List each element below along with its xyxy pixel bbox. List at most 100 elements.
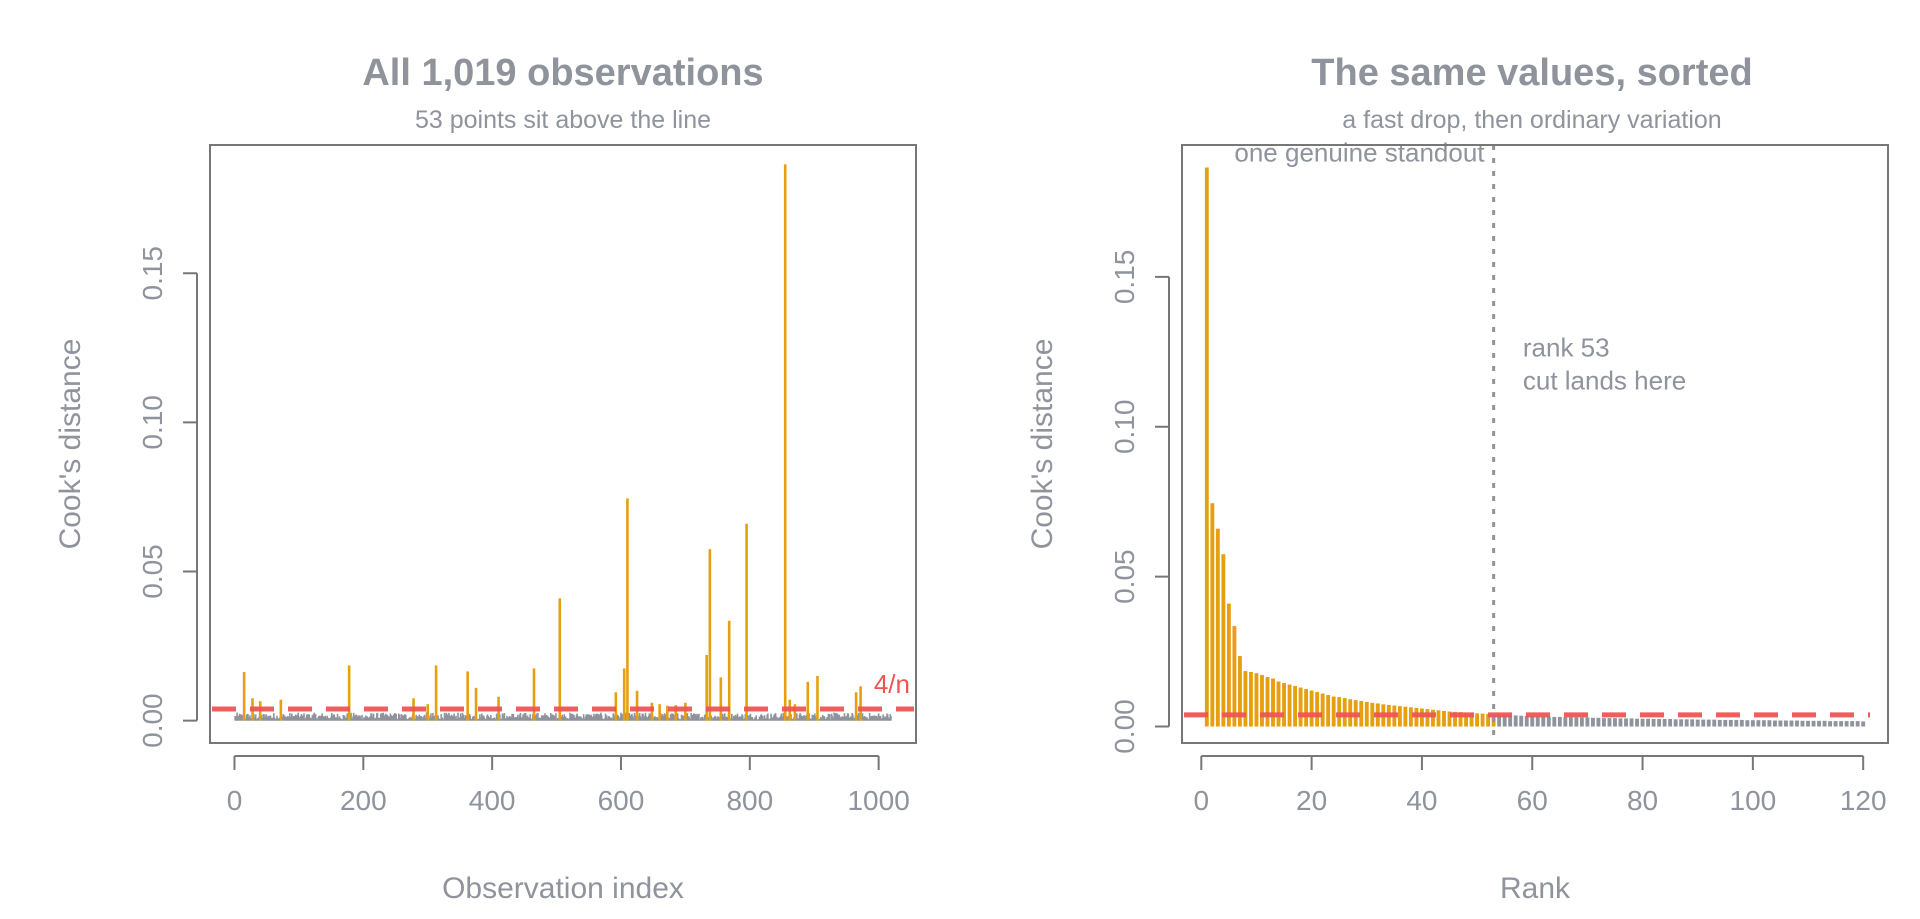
sorted-bar <box>1475 713 1480 727</box>
sorted-bar <box>1364 701 1369 727</box>
annotation-text: rank 53 <box>1523 332 1610 362</box>
sorted-bar <box>1822 720 1827 727</box>
panel-all-observations: All 1,019 observations 53 points sit abo… <box>54 52 917 905</box>
y-tick-label: 0.05 <box>137 544 168 599</box>
sorted-bar <box>1784 720 1788 727</box>
sorted-bar <box>1817 720 1821 727</box>
bars-group <box>1204 167 1866 727</box>
x-axis: 0 20 40 60 80 100 120 <box>1194 755 1887 816</box>
sorted-bar <box>1850 721 1855 727</box>
sorted-bar <box>1789 720 1794 727</box>
sorted-bar <box>1767 720 1772 727</box>
y-tick-label: 0.05 <box>1109 549 1140 604</box>
sorted-bar <box>1320 693 1325 727</box>
sorted-bar <box>1315 692 1320 727</box>
sorted-bar <box>1629 718 1634 727</box>
sorted-bar <box>1613 718 1617 727</box>
sorted-bar <box>1657 719 1662 727</box>
sorted-bar <box>1706 719 1711 727</box>
sorted-bar <box>1282 683 1286 727</box>
sorted-bar <box>1585 717 1590 727</box>
sorted-bar <box>1254 673 1259 727</box>
sorted-bar <box>1480 713 1485 727</box>
sorted-bar <box>1249 671 1253 727</box>
sorted-bar <box>1839 721 1844 727</box>
sorted-bar <box>1431 709 1435 727</box>
sorted-bar <box>1237 656 1242 727</box>
y-axis: 0.00 0.05 0.10 0.15 <box>1109 250 1170 754</box>
y-tick-label: 0.10 <box>137 395 168 450</box>
sorted-bar <box>1287 684 1292 727</box>
chart-title: All 1,019 observations <box>362 52 763 94</box>
sorted-bar <box>1546 716 1551 727</box>
y-axis: 0.00 0.05 0.10 0.15 <box>137 246 198 748</box>
sorted-bar <box>1728 719 1733 727</box>
x-tick-label: 400 <box>469 785 516 816</box>
sorted-bar <box>1861 721 1866 727</box>
panel-sorted-values: The same values, sorted a fast drop, the… <box>1026 52 1889 905</box>
sorted-bar <box>1271 678 1275 727</box>
x-axis: 0 200 400 600 800 1000 <box>227 755 910 816</box>
y-axis-label: Cook's distance <box>1026 339 1059 550</box>
sorted-bar <box>1673 719 1678 727</box>
sorted-bar <box>1772 720 1777 727</box>
sorted-bar <box>1458 712 1463 727</box>
sorted-bar <box>1513 715 1518 727</box>
y-tick-label: 0.10 <box>1109 400 1140 455</box>
y-tick-label: 0.00 <box>1109 699 1140 754</box>
sorted-bar <box>1221 554 1226 727</box>
sorted-bar <box>1541 716 1546 727</box>
sorted-bar <box>1453 711 1457 727</box>
x-axis-label: Rank <box>1500 872 1571 905</box>
sorted-bar <box>1519 715 1524 727</box>
sorted-bar <box>1243 671 1248 727</box>
sorted-bar <box>1397 706 1402 727</box>
sorted-bar <box>1750 720 1755 727</box>
x-tick-label: 60 <box>1517 785 1548 816</box>
sorted-bar <box>1552 716 1557 727</box>
bars-group <box>234 164 892 721</box>
sorted-bar <box>1778 720 1783 727</box>
sorted-bar <box>1419 708 1424 727</box>
sorted-bar <box>1425 709 1430 727</box>
sorted-bar <box>1226 603 1231 727</box>
x-tick-label: 0 <box>1194 785 1210 816</box>
x-tick-label: 20 <box>1296 785 1327 816</box>
x-tick-label: 80 <box>1627 785 1658 816</box>
sorted-bar <box>1651 719 1656 727</box>
y-tick-label: 0.15 <box>137 246 168 301</box>
x-tick-label: 120 <box>1840 785 1887 816</box>
sorted-bar <box>1717 719 1722 727</box>
sorted-bar <box>1624 718 1628 727</box>
sorted-bar <box>1684 719 1689 727</box>
x-axis-label: Observation index <box>442 872 684 905</box>
sorted-bar <box>1508 715 1513 727</box>
sorted-bar <box>1232 626 1237 727</box>
sorted-bar <box>1298 687 1303 727</box>
plot-frame <box>1181 144 1889 744</box>
x-tick-label: 200 <box>340 785 387 816</box>
sorted-bar <box>1690 719 1695 727</box>
annotation-text: cut lands here <box>1523 365 1686 395</box>
chart-title: The same values, sorted <box>1311 52 1752 94</box>
x-tick-label: 100 <box>1730 785 1777 816</box>
sorted-bar <box>1535 716 1540 727</box>
x-tick-label: 800 <box>726 785 773 816</box>
sorted-bar <box>1530 716 1535 727</box>
sorted-bar <box>1712 719 1717 727</box>
sorted-bar <box>1607 718 1612 727</box>
sorted-bar <box>1309 690 1314 727</box>
sorted-bar <box>1442 710 1446 727</box>
sorted-bar <box>1761 720 1766 727</box>
sorted-bar <box>1579 717 1584 727</box>
sorted-bar <box>1342 698 1347 727</box>
sorted-bar <box>1304 689 1309 727</box>
sorted-bar <box>1646 718 1651 727</box>
sorted-bar <box>1828 721 1833 727</box>
sorted-bar <box>1640 718 1645 727</box>
sorted-bar <box>1293 686 1298 727</box>
sorted-bar <box>1337 697 1342 727</box>
sorted-bar <box>1464 712 1468 727</box>
sorted-bar <box>1800 720 1805 727</box>
